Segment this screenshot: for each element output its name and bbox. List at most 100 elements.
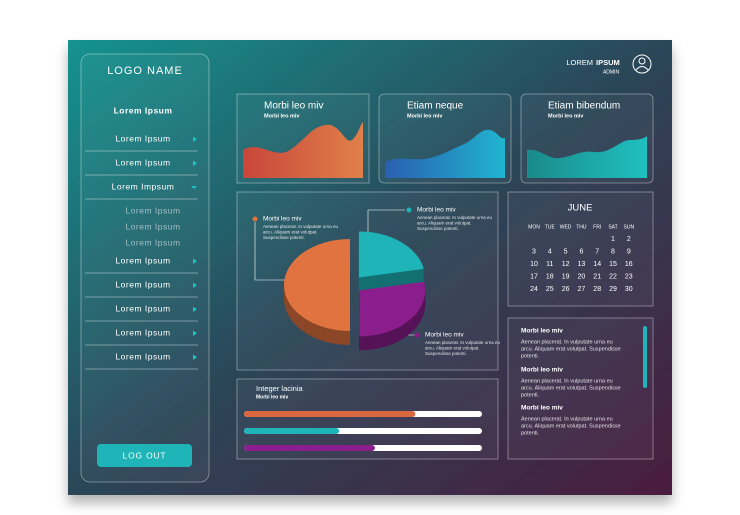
progress-bar [244,411,416,417]
pie-slice [359,281,426,337]
progress-subtitle: Morbi leo miv [256,394,288,400]
calendar-day[interactable]: 6 [579,248,583,255]
calendar-day[interactable]: 2 [627,236,631,243]
weekday: THU [576,224,587,230]
scrollbar[interactable] [643,326,647,388]
legend-dot [414,332,420,338]
calendar-day[interactable]: 28 [593,286,601,293]
sidebar [80,53,210,483]
submenu-item[interactable]: Lorem Ipsum [125,237,180,247]
calendar-day[interactable]: 30 [625,286,633,293]
weekday: TUE [545,224,556,230]
user-name: LOREM [566,58,593,67]
calendar-day[interactable]: 17 [530,273,538,280]
menu-arrow [193,354,197,360]
pie-slice [284,239,350,331]
legend-dot [252,216,258,222]
avatar[interactable] [632,54,652,74]
menu-arrow [191,186,197,189]
menu-item[interactable]: Lorem Ipsum [115,255,170,265]
slice-text: Aenean placerat. In vulputate urna eu [425,340,501,345]
news-text: arcu. Aliquam erat volutpat. Suspendisse [521,346,621,352]
slice-text: arcu. Aliquam erat volutpat. [263,230,318,235]
calendar-day[interactable]: 10 [530,261,538,268]
calendar-day[interactable]: 26 [562,286,570,293]
menu-item[interactable]: Lorem Ipsum [115,157,170,167]
slice-text: Suspendisse potenti. [425,351,467,356]
card-title: Etiam bibendum [548,101,620,112]
calendar-day[interactable]: 19 [562,273,570,280]
calendar-day[interactable]: 27 [578,286,586,293]
menu-arrow [193,136,197,142]
menu-item[interactable]: Lorem Ipsum [115,351,170,361]
calendar-day[interactable]: 13 [578,261,586,268]
logout-button[interactable] [97,444,192,467]
submenu-item[interactable]: Lorem Ipsum [125,221,180,231]
card-subtitle: Morbi leo miv [407,113,443,119]
progress-title: Integer lacinia [256,384,304,393]
calendar-day[interactable]: 25 [546,286,554,293]
calendar-day[interactable]: 4 [548,248,552,255]
calendar-day[interactable]: 16 [625,261,633,268]
slice-title: Morbi leo miv [417,207,456,214]
slice-text: Suspendisse potenti. [263,235,305,240]
area-illustration [527,136,647,178]
calendar-day[interactable]: 3 [532,248,536,255]
card-title: Morbi leo miv [264,101,323,112]
slice-text: arcu. Aliquam erat volutpat. [417,221,472,226]
weekday: FRI [593,224,601,230]
pie-slice [358,231,424,278]
weekday: SUN [624,224,635,230]
news-text: potenti. [521,353,540,359]
calendar-day[interactable]: 24 [530,286,538,293]
news-text: arcu. Aliquam erat volutpat. Suspendisse [521,423,621,429]
calendar-day[interactable]: 11 [546,261,553,268]
calendar-day[interactable]: 15 [609,261,617,268]
card-title: Etiam neque [407,101,464,112]
menu-item[interactable]: Lorem Ipsum [115,327,170,337]
weekday: MON [528,224,540,230]
news-text: Aenean placerat. In vulputate urna eu [521,339,613,345]
news-text: arcu. Aliquam erat volutpat. Suspendisse [521,385,621,391]
calendar-day[interactable]: 7 [595,248,599,255]
calendar-day[interactable]: 14 [593,261,601,268]
calendar-day[interactable]: 21 [593,273,601,280]
progress-bar [244,428,340,434]
area-illustration [243,122,363,178]
submenu-item[interactable]: Lorem Ipsum [125,205,180,215]
area-illustration [385,129,505,178]
menu-arrow [193,330,197,336]
slice-text: arcu. Aliquam erat volutpat. [425,346,480,351]
legend-dot [406,207,412,213]
calendar-day[interactable]: 23 [625,273,633,280]
progress-bar [244,445,375,451]
menu-arrow [193,160,197,166]
menu-arrow [193,258,197,264]
calendar-day[interactable]: 9 [627,248,631,255]
slice-text: Suspendisse potenti. [417,226,459,231]
calendar-day[interactable]: 18 [546,273,554,280]
news-title: Morbi leo miv [521,367,563,374]
menu-item[interactable]: Lorem Ipsum [115,279,170,289]
calendar-day[interactable]: 20 [578,273,586,280]
slice-title: Morbi leo miv [425,332,464,339]
menu-item[interactable]: Lorem Impsum [112,181,175,191]
slice-title: Morbi leo miv [263,216,302,223]
calendar-day[interactable]: 5 [564,248,568,255]
menu-item[interactable]: Lorem Ipsum [115,133,170,143]
logo: LOGO NAME [107,65,183,77]
calendar-day[interactable]: 1 [611,236,615,243]
news-text: Aenean placerat. In vulputate urna eu [521,416,613,422]
news-title: Morbi leo miv [521,405,563,412]
calendar-day[interactable]: 8 [611,248,615,255]
avatar-body [635,66,649,71]
news-text: potenti. [521,392,540,398]
calendar-day[interactable]: 29 [609,286,617,293]
calendar-month: JUNE [568,203,593,214]
calendar-day[interactable]: 12 [562,261,570,268]
menu-item[interactable]: Lorem Ipsum [115,303,170,313]
calendar-day[interactable]: 22 [609,273,617,280]
news-panel [507,317,654,460]
slice-text: Aenean placerat. In vulputate urna eu [263,224,339,229]
